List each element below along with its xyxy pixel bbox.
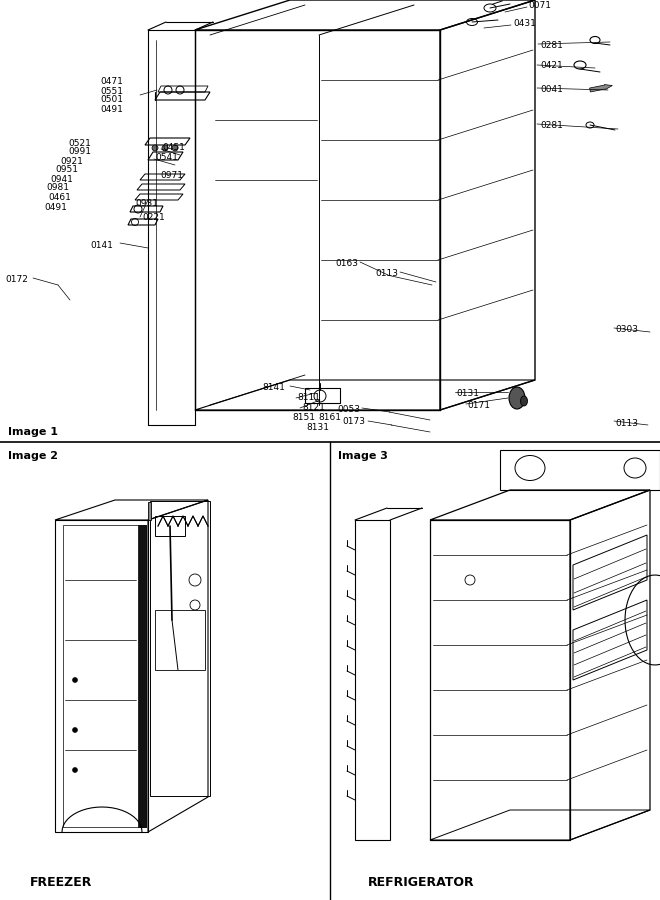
Text: 0921: 0921 xyxy=(60,157,83,166)
Text: 8121: 8121 xyxy=(302,403,325,412)
Ellipse shape xyxy=(521,396,527,406)
Text: 0461: 0461 xyxy=(48,194,71,202)
Text: Image 1: Image 1 xyxy=(8,427,58,437)
Text: 0971: 0971 xyxy=(160,170,183,179)
Text: 0991: 0991 xyxy=(68,148,91,157)
Text: 0431: 0431 xyxy=(513,20,536,29)
Circle shape xyxy=(73,727,77,733)
Text: 0521: 0521 xyxy=(68,139,91,148)
Circle shape xyxy=(73,768,77,772)
Text: 0041: 0041 xyxy=(540,85,563,94)
Text: 8161: 8161 xyxy=(318,413,341,422)
Text: REFRIGERATOR: REFRIGERATOR xyxy=(368,876,475,888)
Text: 0281: 0281 xyxy=(540,121,563,130)
Text: 0221: 0221 xyxy=(142,213,165,222)
FancyArrow shape xyxy=(589,85,612,92)
Text: 0981: 0981 xyxy=(46,184,69,193)
Text: 8111: 8111 xyxy=(297,393,320,402)
Text: 0281: 0281 xyxy=(540,40,563,50)
Polygon shape xyxy=(138,525,146,827)
Text: 0053: 0053 xyxy=(337,406,360,415)
Text: 0471: 0471 xyxy=(100,77,123,86)
Text: 0163: 0163 xyxy=(335,258,358,267)
Text: FREEZER: FREEZER xyxy=(30,876,92,888)
Text: 0541: 0541 xyxy=(155,154,178,163)
Ellipse shape xyxy=(509,387,525,409)
Text: 0141: 0141 xyxy=(90,240,113,249)
Circle shape xyxy=(172,145,178,151)
Text: 0303: 0303 xyxy=(615,326,638,335)
Text: 0171: 0171 xyxy=(467,401,490,410)
Polygon shape xyxy=(148,502,151,520)
Text: 0071: 0071 xyxy=(528,1,551,10)
Text: 0551: 0551 xyxy=(100,86,123,95)
Circle shape xyxy=(162,145,168,151)
Text: 0931: 0931 xyxy=(135,199,158,208)
Text: 0172: 0172 xyxy=(5,275,28,284)
Text: 0451: 0451 xyxy=(162,143,185,152)
Text: 0421: 0421 xyxy=(540,61,563,70)
Circle shape xyxy=(73,678,77,682)
Text: 0113: 0113 xyxy=(615,418,638,427)
Text: 8151: 8151 xyxy=(292,413,315,422)
Text: 8141: 8141 xyxy=(262,383,285,392)
Text: 0501: 0501 xyxy=(100,95,123,104)
Text: 0491: 0491 xyxy=(100,104,123,113)
Text: Image 3: Image 3 xyxy=(338,451,388,461)
Text: 0941: 0941 xyxy=(50,175,73,184)
Text: 0131: 0131 xyxy=(456,389,479,398)
Circle shape xyxy=(152,145,158,151)
Text: 0491: 0491 xyxy=(44,202,67,211)
Text: 0173: 0173 xyxy=(342,418,365,427)
Text: 0951: 0951 xyxy=(55,166,78,175)
Text: Image 2: Image 2 xyxy=(8,451,58,461)
Text: 8131: 8131 xyxy=(306,424,329,433)
Text: 0113: 0113 xyxy=(375,268,398,277)
